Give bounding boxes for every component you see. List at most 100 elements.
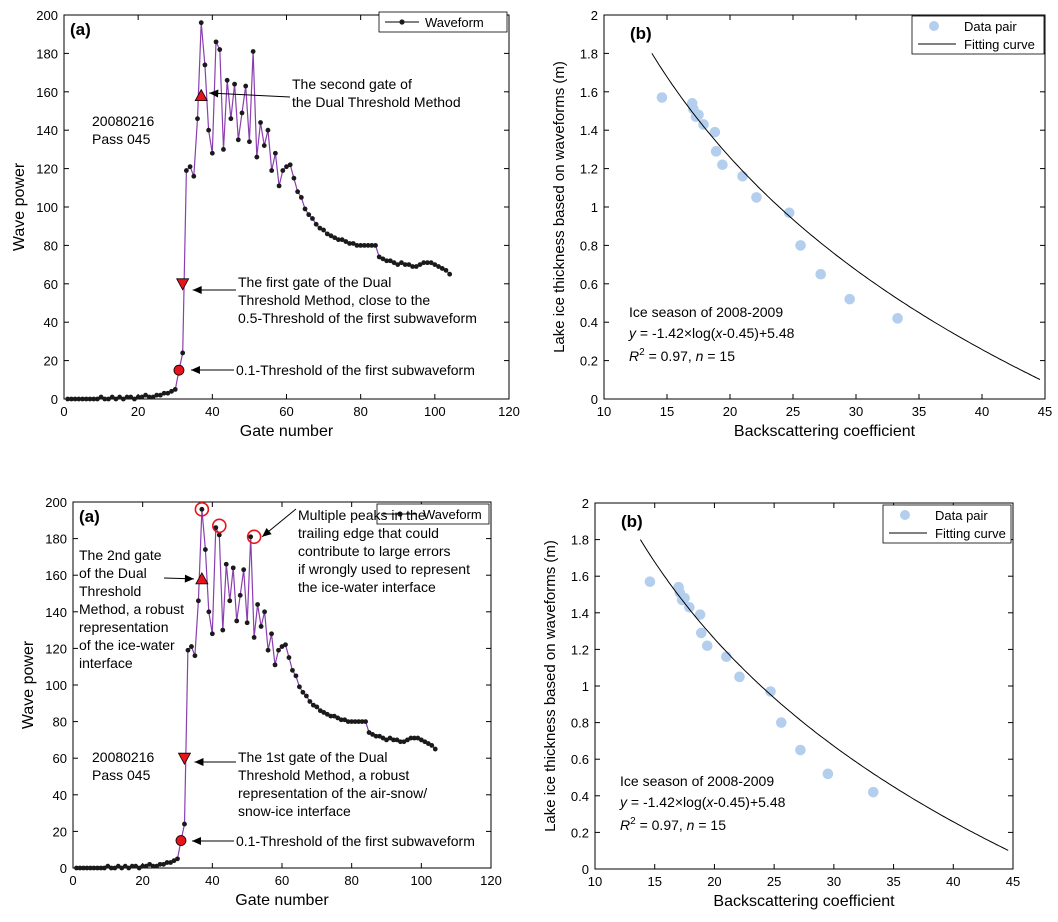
legend-label: Waveform — [425, 15, 484, 30]
plot-frame — [594, 502, 1014, 870]
legend-label: Fitting curve — [935, 526, 1006, 541]
panel-label: (b) — [630, 24, 652, 43]
arrow-head — [191, 837, 201, 845]
data-pair-point — [815, 268, 827, 280]
waveform-point — [295, 189, 301, 195]
y-tick-label: 1.2 — [571, 642, 589, 657]
waveform-point — [432, 746, 438, 752]
waveform-point — [223, 561, 229, 567]
waveform-point — [380, 256, 386, 262]
y-tick-label: 20 — [53, 824, 67, 839]
waveform-point — [384, 258, 390, 264]
waveform-point — [191, 173, 197, 179]
threshold-marker — [173, 364, 185, 376]
waveform-point — [235, 137, 241, 143]
annotation-text: Threshold — [79, 583, 141, 599]
x-tick-label: 20 — [131, 404, 145, 419]
waveform-point — [297, 684, 302, 690]
annotation-arrow — [209, 92, 291, 98]
y-axis-label: Lake ice thickness based on waveforms (m… — [542, 540, 559, 832]
data-pair-point — [776, 717, 787, 728]
second-gate-marker — [195, 572, 209, 585]
y-tick-label: 0.6 — [580, 277, 598, 292]
annotation-text: of the ice-water — [79, 637, 175, 653]
waveform-point — [439, 266, 445, 271]
data-pair-point — [867, 786, 879, 798]
x-tick-label: 25 — [786, 404, 800, 419]
waveform-point — [369, 243, 375, 248]
plot-frame — [603, 14, 1046, 400]
fit-equation: y = -1.42×log(x-0.45)+5.48 — [628, 325, 795, 341]
x-tick-label: 0 — [60, 404, 67, 419]
y-tick-label: 0.2 — [571, 825, 589, 840]
legend-box — [376, 503, 490, 525]
y-tick-label: 1.4 — [571, 606, 589, 621]
x-tick-label: 60 — [279, 404, 293, 419]
annotation-text: 0.1-Threshold of the first subwaveform — [236, 362, 475, 378]
threshold-marker — [175, 835, 187, 846]
waveform-point — [189, 644, 194, 649]
x-tick-label: 100 — [424, 404, 446, 419]
x-tick-label: 25 — [767, 874, 781, 889]
x-tick-label: 40 — [975, 404, 989, 419]
annotation-text: Method, a robust — [79, 601, 184, 617]
data-pair-point — [709, 126, 721, 138]
waveform-point — [158, 392, 163, 398]
waveform-point — [161, 390, 167, 396]
data-pair-point — [684, 602, 695, 613]
y-tick-label: 200 — [45, 495, 67, 510]
waveform-point — [109, 394, 115, 400]
y-tick-label: 60 — [44, 277, 58, 292]
waveform-point — [98, 394, 104, 400]
y-tick-label: 40 — [53, 788, 67, 803]
waveform-point — [291, 175, 297, 181]
y-axis-label: Wave power — [11, 162, 28, 251]
waveform-point — [269, 168, 275, 173]
waveform-point — [199, 506, 205, 512]
waveform-point — [349, 719, 355, 724]
y-tick-label: 0 — [591, 392, 598, 407]
annotation-text: 20080216 — [92, 749, 155, 765]
x-tick-label: 60 — [275, 873, 289, 888]
x-tick-label: 35 — [912, 404, 926, 419]
waveform-point — [307, 699, 313, 704]
waveform-point — [87, 396, 93, 402]
waveform-point — [255, 602, 261, 607]
x-tick-label: 80 — [344, 873, 358, 888]
x-tick-label: 10 — [597, 404, 611, 419]
waveform-point — [129, 863, 135, 869]
waveform-point — [69, 396, 74, 402]
waveform-point — [98, 865, 104, 871]
x-tick-label: 0 — [69, 873, 76, 888]
legend-marker-sample — [397, 511, 403, 517]
waveform-point — [317, 225, 323, 231]
x-tick-label: 80 — [353, 404, 367, 419]
waveform-point — [321, 227, 326, 233]
waveform-point — [196, 598, 201, 604]
annotation-text: The first gate of the Dual — [238, 274, 391, 290]
y-tick-label: 140 — [45, 605, 67, 620]
waveform-point — [72, 396, 78, 402]
waveform-point — [350, 241, 356, 246]
waveform-point — [408, 735, 414, 741]
waveform-point — [436, 264, 441, 269]
x-tick-label: 45 — [1006, 874, 1020, 889]
waveform-point — [185, 647, 191, 653]
waveform-point — [402, 262, 408, 267]
legend-label: Waveform — [423, 507, 482, 522]
waveform-point — [77, 865, 83, 871]
arrow-head — [262, 527, 272, 537]
waveform-point — [283, 642, 288, 648]
waveform-point — [213, 39, 219, 45]
annotation-text: 20080216 — [92, 113, 155, 129]
waveform-point — [91, 396, 97, 402]
y-tick-label: 100 — [36, 200, 58, 215]
waveform-point — [429, 742, 435, 748]
waveform-point — [399, 260, 404, 266]
data-pair-point — [737, 170, 748, 182]
waveform-point — [202, 547, 208, 552]
x-tick-label: 35 — [886, 874, 900, 889]
waveform-point — [135, 394, 141, 400]
x-tick-label: 30 — [849, 404, 863, 419]
waveform-point — [347, 241, 352, 246]
